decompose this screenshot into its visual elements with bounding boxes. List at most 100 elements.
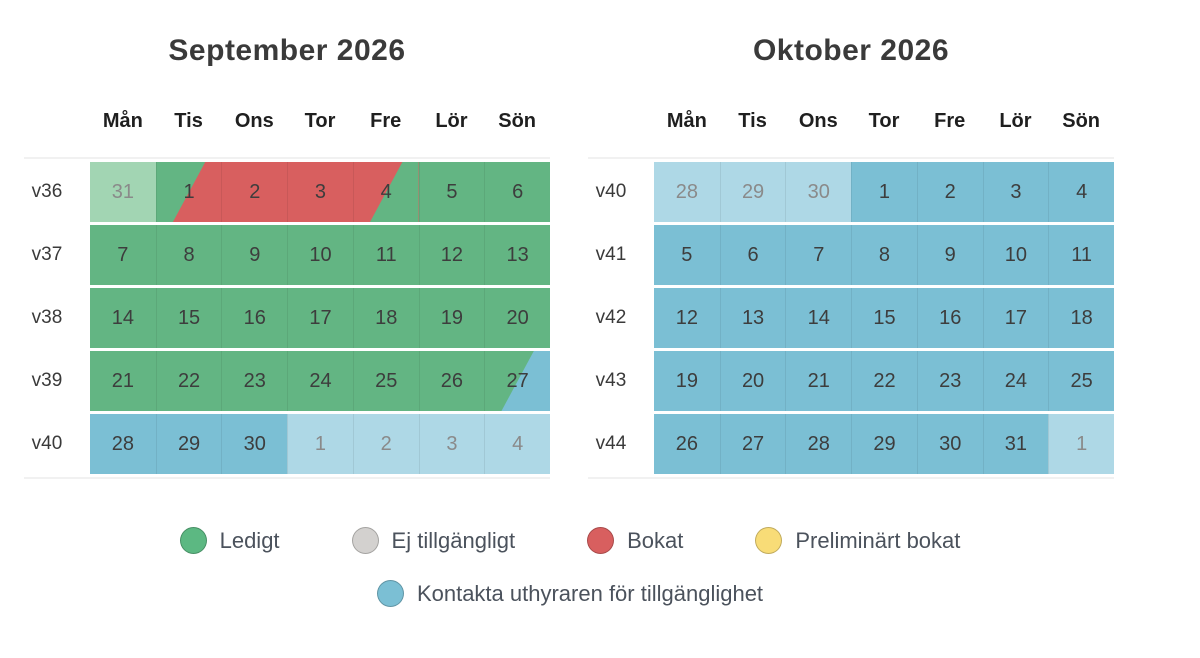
day-cell[interactable]: 9	[916, 225, 983, 285]
day-cell[interactable]: 10	[982, 225, 1049, 285]
day-cell[interactable]: 12	[654, 288, 720, 348]
day-cell[interactable]: 15	[155, 288, 222, 348]
day-cell[interactable]: 3	[418, 414, 485, 474]
legend-free-circle-icon	[179, 527, 207, 554]
day-number: 9	[944, 243, 956, 266]
day-cell[interactable]: 23	[916, 351, 983, 411]
day-cell[interactable]: 27	[484, 351, 550, 411]
day-cell[interactable]: 18	[1048, 288, 1114, 348]
day-cell[interactable]: 10	[287, 225, 353, 285]
day-cell[interactable]: 30	[916, 414, 983, 474]
day-cell[interactable]: 9	[221, 225, 288, 285]
day-header: Ons	[798, 110, 838, 132]
day-number: 11	[375, 243, 397, 266]
day-cell[interactable]: 1	[1048, 414, 1114, 474]
legend-label: Kontakta uthyraren för tillgänglighet	[416, 580, 764, 606]
legend-booked-circle-icon	[587, 527, 615, 554]
calendar-grid: v40 28 29 30 1 2 3 4 v41 5 6 7 8 9 10 11 v42 12 13 14 15 16 17…	[588, 157, 1114, 479]
day-header: Lör	[435, 110, 468, 132]
day-cell[interactable]: 5	[418, 162, 485, 222]
day-cell[interactable]: 4	[1048, 162, 1114, 222]
day-cell[interactable]: 19	[654, 351, 720, 411]
day-cell[interactable]: 6	[719, 225, 786, 285]
day-number: 16	[243, 306, 266, 329]
day-cell[interactable]: 26	[654, 414, 720, 474]
day-cell[interactable]: 30	[785, 162, 852, 222]
day-number: 19	[675, 369, 698, 392]
week-row: v40 28 29 30 1 2 3 4	[24, 414, 550, 474]
day-cell[interactable]: 18	[352, 288, 419, 348]
day-cell[interactable]: 30	[221, 414, 288, 474]
day-cell[interactable]: 24	[287, 351, 353, 411]
day-cell[interactable]: 13	[719, 288, 786, 348]
legend-row: Kontakta uthyraren för tillgänglighet	[0, 580, 1140, 607]
day-cell[interactable]: 8	[155, 225, 222, 285]
day-number: 2	[944, 180, 956, 203]
day-cell[interactable]: 21	[90, 351, 156, 411]
day-cell[interactable]: 24	[982, 351, 1049, 411]
day-cell[interactable]: 17	[287, 288, 353, 348]
day-cell[interactable]: 11	[352, 225, 419, 285]
day-header: Ons	[234, 110, 274, 132]
day-cell[interactable]: 2	[916, 162, 983, 222]
day-cell[interactable]: 7	[785, 225, 852, 285]
day-number: 20	[506, 306, 529, 329]
day-cell[interactable]: 26	[418, 351, 485, 411]
day-cell[interactable]: 3	[287, 162, 353, 222]
day-cell[interactable]: 19	[418, 288, 485, 348]
day-cell[interactable]: 17	[982, 288, 1049, 348]
day-cell[interactable]: 3	[982, 162, 1049, 222]
day-cell[interactable]: 13	[484, 225, 550, 285]
day-cell[interactable]: 28	[90, 414, 156, 474]
calendar-grid: v36 31 1 2 3 4 5 6 v37 7 8 9 10 11 12 13 v38 14 15 16 17 18 19…	[24, 157, 550, 479]
day-number: 19	[440, 306, 464, 329]
day-cell[interactable]: 28	[785, 414, 852, 474]
day-cell[interactable]: 8	[851, 225, 917, 285]
day-cell[interactable]: 27	[719, 414, 786, 474]
day-number: 31	[111, 180, 134, 203]
day-cell[interactable]: 28	[654, 162, 720, 222]
day-cell[interactable]: 29	[155, 414, 222, 474]
day-cell[interactable]: 29	[851, 414, 917, 474]
day-cell[interactable]: 21	[785, 351, 852, 411]
week-label: v36	[24, 162, 90, 222]
day-cell[interactable]: 25	[352, 351, 419, 411]
day-cell[interactable]: 22	[155, 351, 222, 411]
legend-item-unavailable: Ej tillgängligt	[351, 527, 515, 554]
day-number: 29	[177, 432, 201, 455]
day-cell[interactable]: 31	[90, 162, 156, 222]
day-cell[interactable]: 15	[851, 288, 917, 348]
day-cell[interactable]: 2	[352, 414, 419, 474]
day-cell[interactable]: 25	[1048, 351, 1114, 411]
day-cell[interactable]: 1	[851, 162, 917, 222]
day-number: 5	[446, 180, 458, 203]
day-cell[interactable]: 22	[851, 351, 917, 411]
day-cell[interactable]: 6	[484, 162, 550, 222]
day-cell[interactable]: 1	[155, 162, 222, 222]
day-cell[interactable]: 12	[418, 225, 485, 285]
day-cell[interactable]: 4	[484, 414, 550, 474]
day-cell[interactable]: 7	[90, 225, 156, 285]
legend-contact-circle-icon	[376, 580, 404, 607]
day-cell[interactable]: 11	[1048, 225, 1114, 285]
week-label: v37	[24, 225, 90, 285]
day-cell[interactable]: 31	[982, 414, 1049, 474]
day-cell[interactable]: 16	[221, 288, 288, 348]
day-number: 18	[1070, 306, 1093, 329]
day-cell[interactable]: 2	[221, 162, 288, 222]
day-number: 15	[873, 306, 896, 329]
day-cell[interactable]: 16	[916, 288, 983, 348]
calendar: September 2026 Mån Tis Ons Tor Fre Lör Sön v36…	[24, 28, 550, 479]
day-cell[interactable]: 14	[785, 288, 852, 348]
day-cell[interactable]: 4	[352, 162, 419, 222]
day-cell[interactable]: 5	[654, 225, 720, 285]
day-cell[interactable]: 29	[719, 162, 786, 222]
legend-item-contact: Kontakta uthyraren för tillgänglighet	[376, 580, 764, 607]
day-number: 5	[681, 243, 693, 266]
day-cell[interactable]: 23	[221, 351, 288, 411]
week-row: v42 12 13 14 15 16 17 18	[588, 288, 1114, 348]
day-cell[interactable]: 14	[90, 288, 156, 348]
day-cell[interactable]: 1	[287, 414, 353, 474]
day-cell[interactable]: 20	[719, 351, 786, 411]
day-cell[interactable]: 20	[484, 288, 550, 348]
